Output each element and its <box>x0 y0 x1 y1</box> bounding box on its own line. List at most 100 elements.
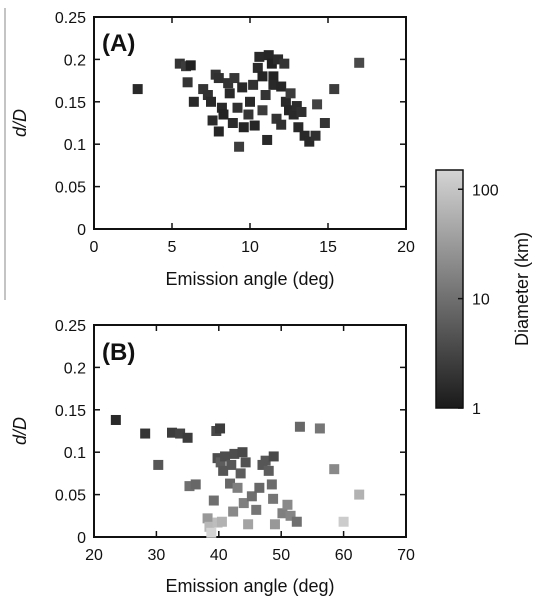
panel-b-data-point <box>229 448 240 459</box>
panel-b-data-point <box>277 508 288 519</box>
panel-b-y-tick-label: 0.25 <box>55 318 86 335</box>
panel-a-data-point <box>262 134 273 145</box>
panel-a-x-axis-label: Emission angle (deg) <box>165 269 334 289</box>
panel-a-data-point <box>248 79 259 90</box>
panel-a-data-point <box>229 73 240 84</box>
panel-b-data-point <box>202 513 213 524</box>
panel-a-data-point <box>237 82 248 93</box>
panel-b-data-point <box>251 504 262 515</box>
panel-a-data-point <box>276 81 287 92</box>
panel-b-data-point <box>246 491 257 502</box>
panel-a-x-tick-label: 10 <box>241 239 259 256</box>
panel-a-data-point <box>310 130 321 141</box>
panel-b-y-tick-label: 0 <box>77 530 86 547</box>
panel-b-data-point <box>216 516 227 527</box>
panel-b-data-point <box>215 423 226 434</box>
panel-a-data-point <box>273 54 284 65</box>
colorbar-label: Diameter (km) <box>512 232 532 346</box>
panel-b-ticks: 20 30 40 50 60 70 0 0.05 0.1 0.15 0.2 0.25 <box>55 318 415 564</box>
panel-b-data-point <box>167 427 177 438</box>
panel-a-data-point <box>279 58 290 69</box>
panel-b-data-point <box>220 451 231 462</box>
panel-a-data-point <box>188 96 199 107</box>
panel-b: 20 30 40 50 60 70 0 0.05 0.1 0.15 0.2 0.25 (B) Emis… <box>10 318 415 596</box>
panel-a-data-point <box>213 126 224 137</box>
panel-a-data-point <box>276 119 287 130</box>
panel-b-data-point <box>190 479 201 490</box>
panel-b-data-point <box>268 451 279 462</box>
panel-a-data-point <box>218 109 229 120</box>
panel-a-data-point <box>207 115 218 126</box>
panel-b-data-point <box>215 457 226 468</box>
panel-b-data-point <box>285 510 296 521</box>
panel-b-y-axis-label: d/D <box>10 417 30 445</box>
panel-a-y-tick-label: 0.15 <box>55 95 86 112</box>
panel-a-data-point <box>312 99 323 110</box>
panel-a-data-point <box>232 102 243 113</box>
panel-b-data-point <box>232 482 243 493</box>
panel-a-data-point <box>319 118 330 128</box>
panel-b-data-point <box>208 495 219 506</box>
panel-b-data-point <box>354 489 365 500</box>
panel-b-data-point <box>237 447 248 458</box>
panel-b-data-point <box>338 516 349 527</box>
panel-a-data-point <box>291 101 302 112</box>
panel-b-points <box>110 414 365 538</box>
panel-b-data-point <box>263 465 274 476</box>
panel-a-data-point <box>252 62 263 73</box>
panel-a-data-point <box>260 90 271 101</box>
colorbar-ticks: 1 10 100 <box>458 182 499 418</box>
panel-a-y-tick-label: 0.2 <box>64 52 86 69</box>
panel-b-data-point <box>329 464 340 475</box>
panel-a-data-point <box>296 106 307 117</box>
panel-a-data-point <box>254 51 265 62</box>
panel-a-data-point <box>132 84 143 95</box>
panel-a-data-point <box>329 84 340 95</box>
panel-a-data-point <box>280 96 291 107</box>
panel-a-data-point <box>245 96 255 107</box>
panel-a-data-point <box>234 141 245 152</box>
panel-b-data-point <box>228 506 239 517</box>
colorbar-tick-label: 100 <box>472 182 499 199</box>
panel-a-data-point <box>185 60 196 71</box>
panel-b-x-tick-label: 40 <box>210 547 228 564</box>
panel-b-x-tick-label: 60 <box>335 547 353 564</box>
panel-b-data-point <box>140 428 151 439</box>
panel-a-points <box>132 50 365 152</box>
panel-a-data-point <box>263 50 274 61</box>
panel-a-data-point <box>293 122 304 133</box>
panel-a-data-point <box>206 96 216 107</box>
colorbar-tick-label: 1 <box>472 401 481 418</box>
panel-a-data-point <box>299 130 310 141</box>
panel-b-data-point <box>282 499 293 510</box>
panel-b-data-point <box>206 527 217 538</box>
panel-b-data-point <box>240 457 251 468</box>
panel-a-data-point <box>257 105 268 116</box>
panel-b-data-point <box>226 459 237 470</box>
panel-a-data-point <box>354 57 365 68</box>
panel-b-y-tick-label: 0.2 <box>64 360 86 377</box>
panel-a-data-point <box>216 102 227 113</box>
panel-b-x-tick-label: 70 <box>397 547 415 564</box>
panel-a-data-point <box>285 88 296 99</box>
panel-b-label: (B) <box>102 339 135 366</box>
panel-a-data-point <box>223 78 234 89</box>
panel-a-data-point <box>202 90 213 101</box>
colorbar-gradient <box>435 169 464 409</box>
panel-a-data-point <box>304 136 315 147</box>
panel-b-data-point <box>238 498 249 509</box>
panel-b-data-point <box>294 421 305 432</box>
panel-a-y-tick-label: 0.1 <box>64 137 86 154</box>
panel-a-label: (A) <box>102 30 135 57</box>
colorbar: 1 10 100 Diameter (km) <box>435 169 532 418</box>
panel-b-data-point <box>153 459 164 470</box>
panel-b-data-point <box>175 428 186 439</box>
panel-a-y-axis-label: d/D <box>10 109 30 137</box>
panel-b-y-tick-label: 0.1 <box>64 445 86 462</box>
panel-a-ticks: 0 5 10 15 20 0 0.05 0.1 0.15 0.2 0.25 <box>55 10 415 256</box>
panel-b-x-tick-label: 50 <box>272 547 290 564</box>
panel-a-data-point <box>213 73 224 84</box>
panel-b-x-axis-label: Emission angle (deg) <box>165 576 334 596</box>
panel-b-data-point <box>184 481 195 492</box>
panel-b-data-point <box>182 432 193 443</box>
